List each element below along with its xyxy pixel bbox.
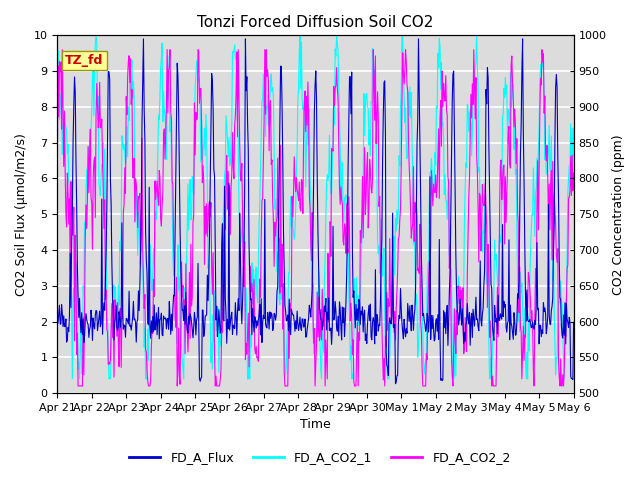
Legend: FD_A_Flux, FD_A_CO2_1, FD_A_CO2_2: FD_A_Flux, FD_A_CO2_1, FD_A_CO2_2	[124, 446, 516, 469]
Y-axis label: CO2 Concentration (ppm): CO2 Concentration (ppm)	[612, 134, 625, 295]
Text: TZ_fd: TZ_fd	[65, 54, 104, 67]
Y-axis label: CO2 Soil Flux (μmol/m2/s): CO2 Soil Flux (μmol/m2/s)	[15, 133, 28, 296]
Title: Tonzi Forced Diffusion Soil CO2: Tonzi Forced Diffusion Soil CO2	[197, 15, 434, 30]
X-axis label: Time: Time	[300, 419, 331, 432]
